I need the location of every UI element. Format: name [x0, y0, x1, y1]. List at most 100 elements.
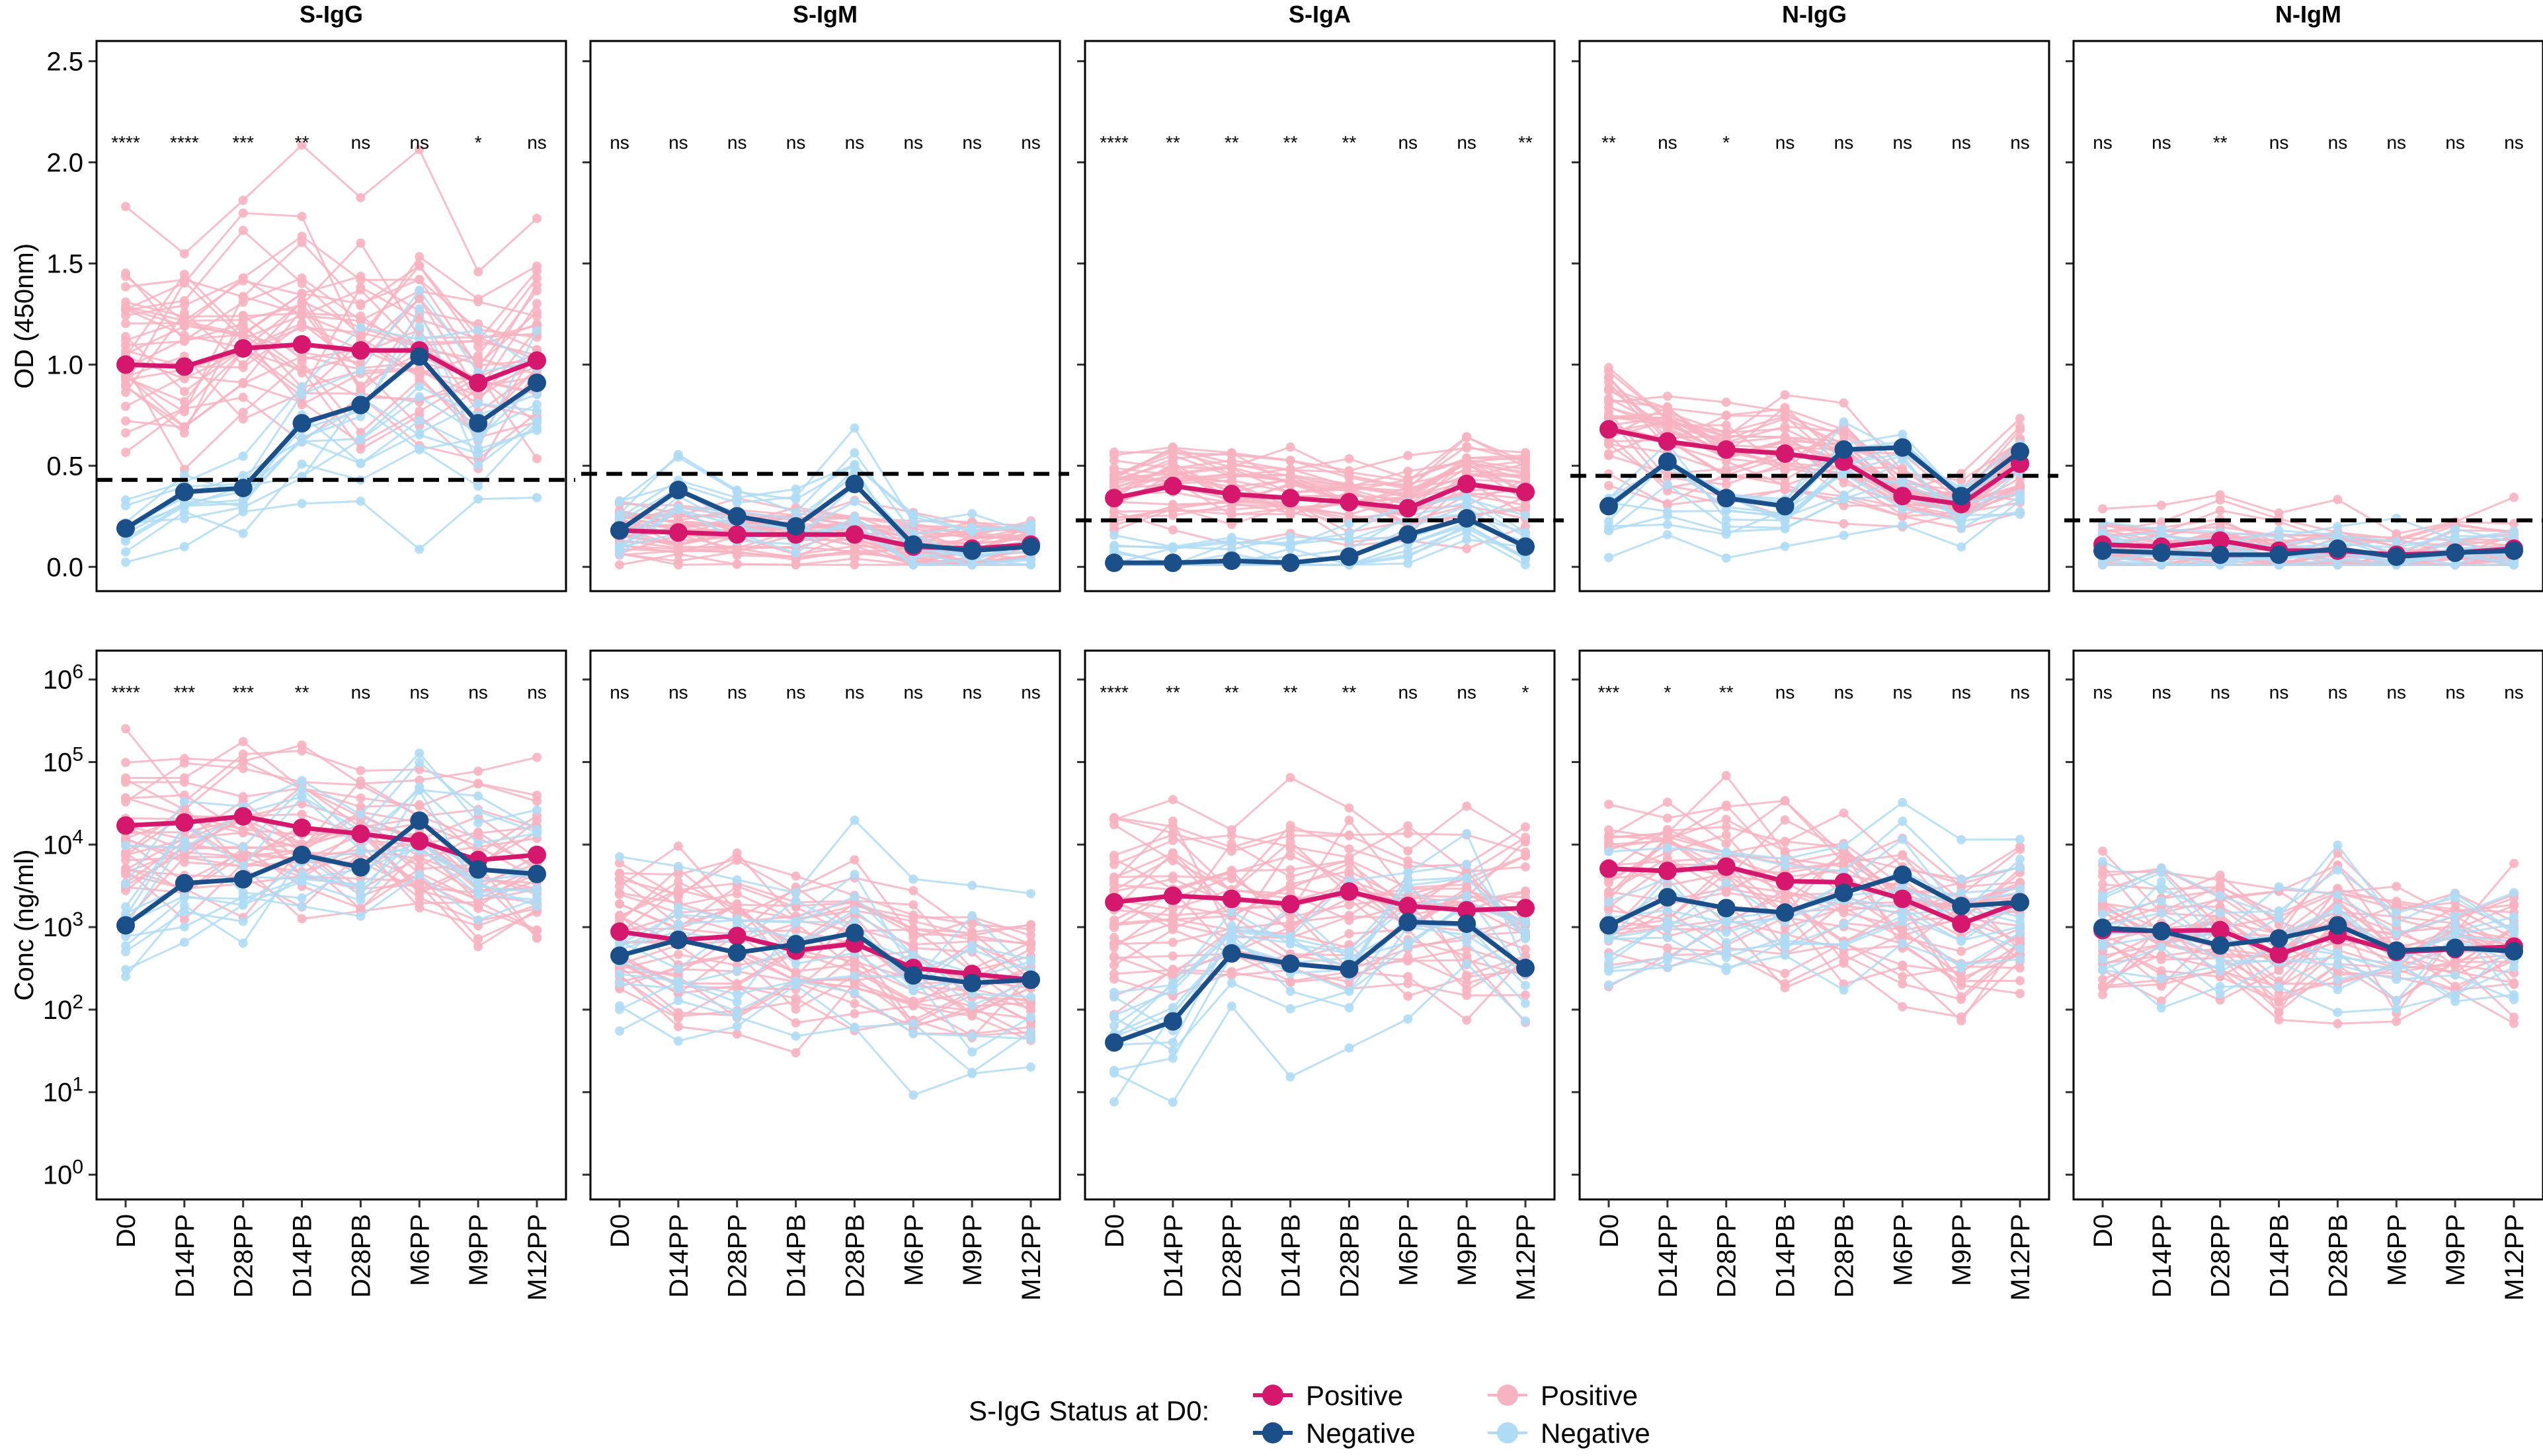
negative-individual-point	[473, 888, 483, 898]
negative-individual-point	[2333, 903, 2343, 912]
panel-bottom_row-s-iga: **** ** ** ** ** ns ns *D0 D14PP D28PP D14PB D28PB M…	[1077, 649, 1556, 1301]
positive-individual-point	[1168, 836, 1178, 846]
x-tick-label: D0	[606, 1214, 635, 1248]
significance-label: ns	[845, 682, 865, 702]
mean-point	[469, 860, 488, 879]
negative-individual-trajectory	[1608, 499, 2021, 559]
significance-label: ns	[668, 132, 688, 153]
negative-individual-point	[2156, 863, 2166, 873]
negative-individual-point	[532, 493, 542, 503]
significance-label: ns	[962, 132, 982, 153]
positive-individual-point	[1721, 411, 1731, 421]
positive-individual-point	[791, 993, 801, 1003]
negative-individual-point	[732, 966, 742, 976]
positive-individual-point	[1521, 501, 1530, 510]
positive-individual-point	[1344, 815, 1354, 825]
positive-individual-point	[1403, 972, 1413, 982]
negative-individual-point	[1344, 1043, 1354, 1053]
negative-individual-point	[1403, 884, 1413, 894]
mean-point	[1599, 420, 1618, 439]
negative-individual-point	[1403, 937, 1413, 947]
legend-positive-individual-label: Positive	[1541, 1380, 1638, 1411]
positive-individual-trajectory	[1608, 395, 2021, 504]
mean-point	[727, 506, 747, 526]
negative-individual-point	[1026, 1012, 1035, 1022]
negative-individual-point	[356, 322, 366, 332]
positive-individual-point	[1521, 822, 1530, 832]
positive-individual-point	[2509, 979, 2519, 989]
positive-individual-point	[179, 754, 189, 764]
negative-individual-point	[2333, 560, 2343, 570]
mean-point	[116, 816, 135, 835]
significance-label: *	[1722, 132, 1730, 153]
positive-individual-point	[1227, 448, 1236, 458]
negative-individual-point	[2509, 912, 2519, 922]
significance-label: ns	[409, 682, 429, 702]
positive-individual-point	[732, 889, 742, 899]
positive-individual-trajectory	[619, 516, 1031, 534]
panel-frame	[1084, 649, 1556, 1201]
negative-individual-point	[1285, 932, 1295, 942]
negative-individual-point	[791, 548, 801, 558]
significance-label: ns	[527, 682, 547, 702]
positive-individual-point	[2098, 983, 2107, 992]
negative-individual-trajectory	[619, 474, 1031, 560]
positive-individual-point	[1898, 465, 1908, 475]
positive-individual-point	[1604, 837, 1613, 847]
negative-individual-point	[121, 879, 130, 889]
mean-point	[2328, 539, 2347, 558]
negative-individual-trajectory	[619, 426, 1031, 535]
negative-individual-trajectory	[1113, 911, 1527, 1052]
positive-individual-point	[1344, 855, 1354, 865]
mean-point	[116, 519, 135, 538]
positive-individual-point	[1604, 887, 1613, 897]
negative-individual-point	[1662, 963, 1672, 973]
positive-individual-point	[415, 862, 424, 871]
positive-individual-point	[297, 305, 307, 315]
negative-individual-point	[732, 498, 742, 508]
mean-point	[292, 845, 311, 864]
negative-individual-point	[121, 902, 130, 912]
x-tick-label: D0	[1595, 1214, 1624, 1248]
positive-individual-point	[1168, 871, 1178, 881]
positive-individual-trajectory	[619, 881, 1031, 1005]
positive-individual-point	[415, 274, 424, 284]
significance-label: ns	[2152, 682, 2171, 702]
negative-individual-point	[2392, 929, 2402, 939]
negative-individual-trajectory	[125, 873, 538, 938]
negative-individual-point	[1026, 560, 1035, 570]
positive-individual-point	[1285, 470, 1295, 480]
negative-individual-trajectory	[618, 895, 1031, 979]
negative-individual-point	[732, 485, 742, 495]
mean-point	[668, 523, 688, 542]
positive-individual-point	[238, 749, 248, 759]
negative-individual-point	[2015, 912, 2025, 922]
positive-individual-point	[1662, 500, 1672, 510]
negative-individual-point	[297, 893, 307, 903]
negative-individual-point	[1026, 1027, 1035, 1037]
negative-individual-point	[2333, 890, 2343, 900]
positive-individual-point	[1521, 450, 1530, 460]
negative-individual-point	[1026, 992, 1035, 1002]
mean-point	[2011, 893, 2029, 912]
negative-individual-point	[179, 843, 189, 853]
mean-point	[1281, 489, 1300, 508]
panel-title: N-IgG	[1782, 1, 1847, 28]
y-tick-label: 106	[43, 661, 83, 695]
positive-individual-point	[1168, 460, 1178, 470]
significance-label: ns	[1775, 682, 1795, 702]
negative-individual-point	[2098, 954, 2107, 964]
positive-individual-point	[356, 316, 366, 326]
mean-point	[1163, 1012, 1182, 1031]
mean-point	[410, 347, 429, 366]
positive-individual-point	[532, 796, 542, 806]
significance-label: ns	[668, 682, 688, 702]
positive-individual-point	[179, 428, 189, 438]
positive-individual-point	[1462, 991, 1472, 1000]
positive-individual-point	[1344, 830, 1354, 840]
negative-individual-point	[1521, 927, 1530, 937]
mean-point	[963, 541, 982, 560]
negative-individual-point	[2274, 982, 2284, 992]
negative-individual-point	[2333, 960, 2343, 970]
positive-individual-point	[238, 323, 248, 333]
